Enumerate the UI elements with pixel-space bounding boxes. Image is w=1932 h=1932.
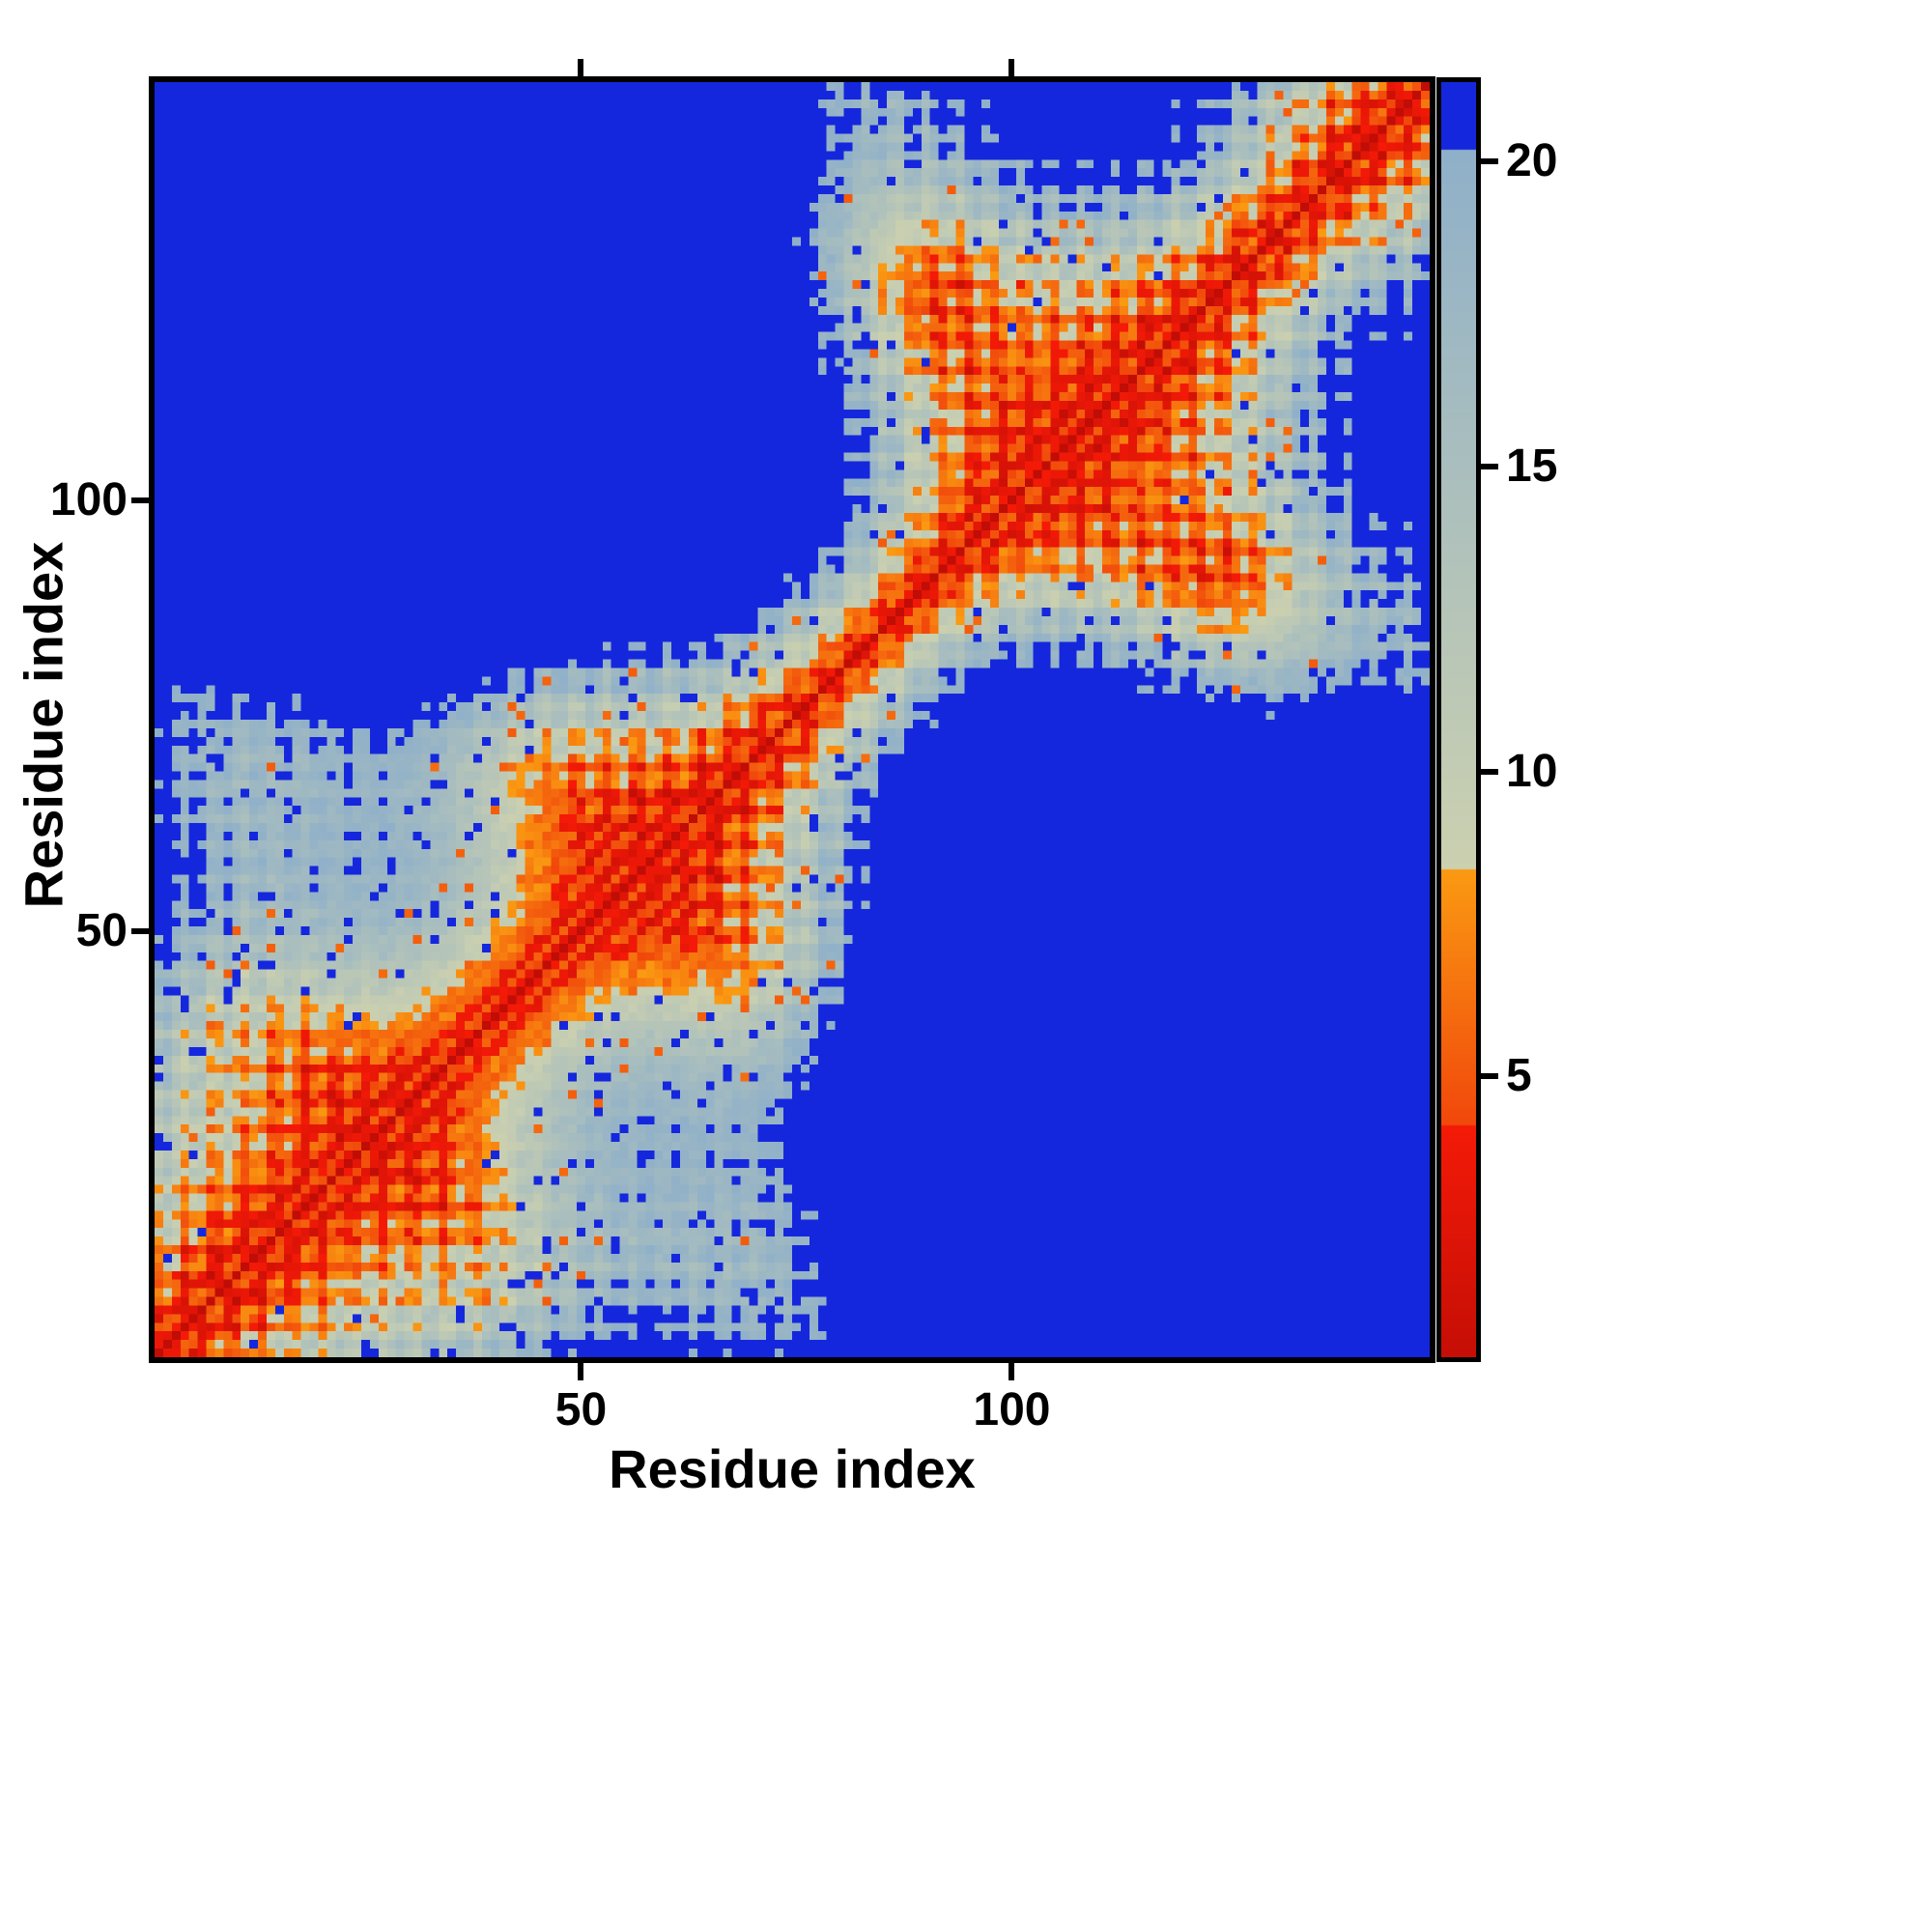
- y-tick-mark-left: [131, 927, 149, 934]
- x-tick-label: 50: [554, 1384, 608, 1435]
- colorbar-tick-label: 10: [1506, 745, 1558, 797]
- x-tick-mark-bottom: [578, 1363, 584, 1380]
- colorbar-tick-label: 5: [1506, 1050, 1532, 1102]
- colorbar: [1436, 77, 1481, 1362]
- y-tick-mark-left: [131, 497, 149, 503]
- colorbar-tick-label: 15: [1506, 440, 1558, 492]
- x-tick-mark-top: [578, 59, 584, 76]
- colorbar-tick-mark: [1481, 768, 1498, 775]
- y-axis-title: Residue index: [13, 541, 74, 909]
- heatmap-plot: [149, 76, 1435, 1363]
- x-tick-mark-bottom: [1009, 1363, 1015, 1380]
- x-axis-title: Residue index: [609, 1438, 976, 1499]
- colorbar-tick-mark: [1481, 1073, 1498, 1080]
- y-tick-label: 50: [75, 904, 128, 956]
- colorbar-tick-mark: [1481, 158, 1498, 165]
- colorbar-tick-mark: [1481, 463, 1498, 469]
- colorbar-tick-label: 20: [1506, 135, 1558, 187]
- y-tick-label: 100: [49, 473, 128, 526]
- heatmap-canvas: [155, 82, 1430, 1357]
- colorbar-canvas: [1441, 82, 1476, 1357]
- x-tick-mark-top: [1009, 59, 1015, 76]
- x-tick-label: 100: [973, 1384, 1051, 1435]
